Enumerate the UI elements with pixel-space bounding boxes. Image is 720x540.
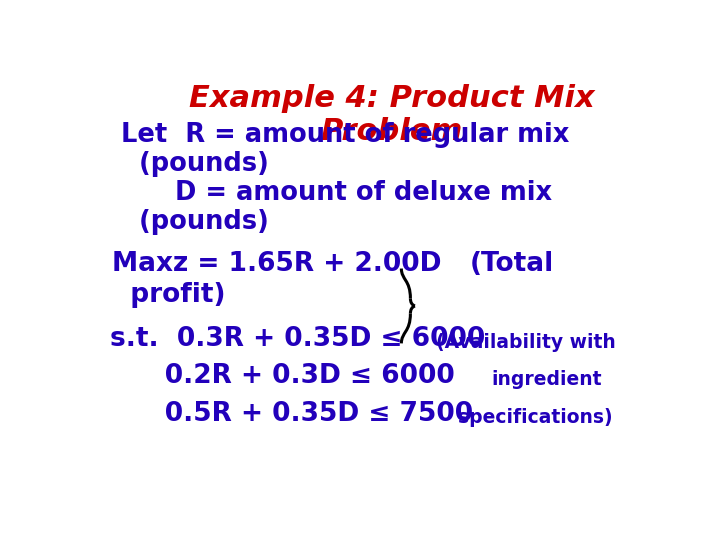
Text: Maxz = 1.65R + 2.00D: Maxz = 1.65R + 2.00D [112,251,442,277]
Text: s.t.  0.3R + 0.35D ≤ 6000: s.t. 0.3R + 0.35D ≤ 6000 [109,326,485,352]
Text: profit): profit) [112,282,226,308]
Text: (Total: (Total [469,251,554,277]
Text: Problem: Problem [320,117,462,146]
Text: (pounds): (pounds) [121,151,269,177]
Text: ingredient: ingredient [492,370,602,389]
Text: Example 4: Product Mix: Example 4: Product Mix [189,84,594,112]
Text: specifications): specifications) [459,408,613,427]
Text: (pounds): (pounds) [121,210,269,235]
Text: 0.2R + 0.3D ≤ 6000: 0.2R + 0.3D ≤ 6000 [109,363,454,389]
Text: D = amount of deluxe mix: D = amount of deluxe mix [121,180,552,206]
Text: (Availability with: (Availability with [436,333,616,352]
Text: Let  R = amount of regular mix: Let R = amount of regular mix [121,122,569,148]
Text: 0.5R + 0.35D ≤ 7500: 0.5R + 0.35D ≤ 7500 [109,401,472,427]
